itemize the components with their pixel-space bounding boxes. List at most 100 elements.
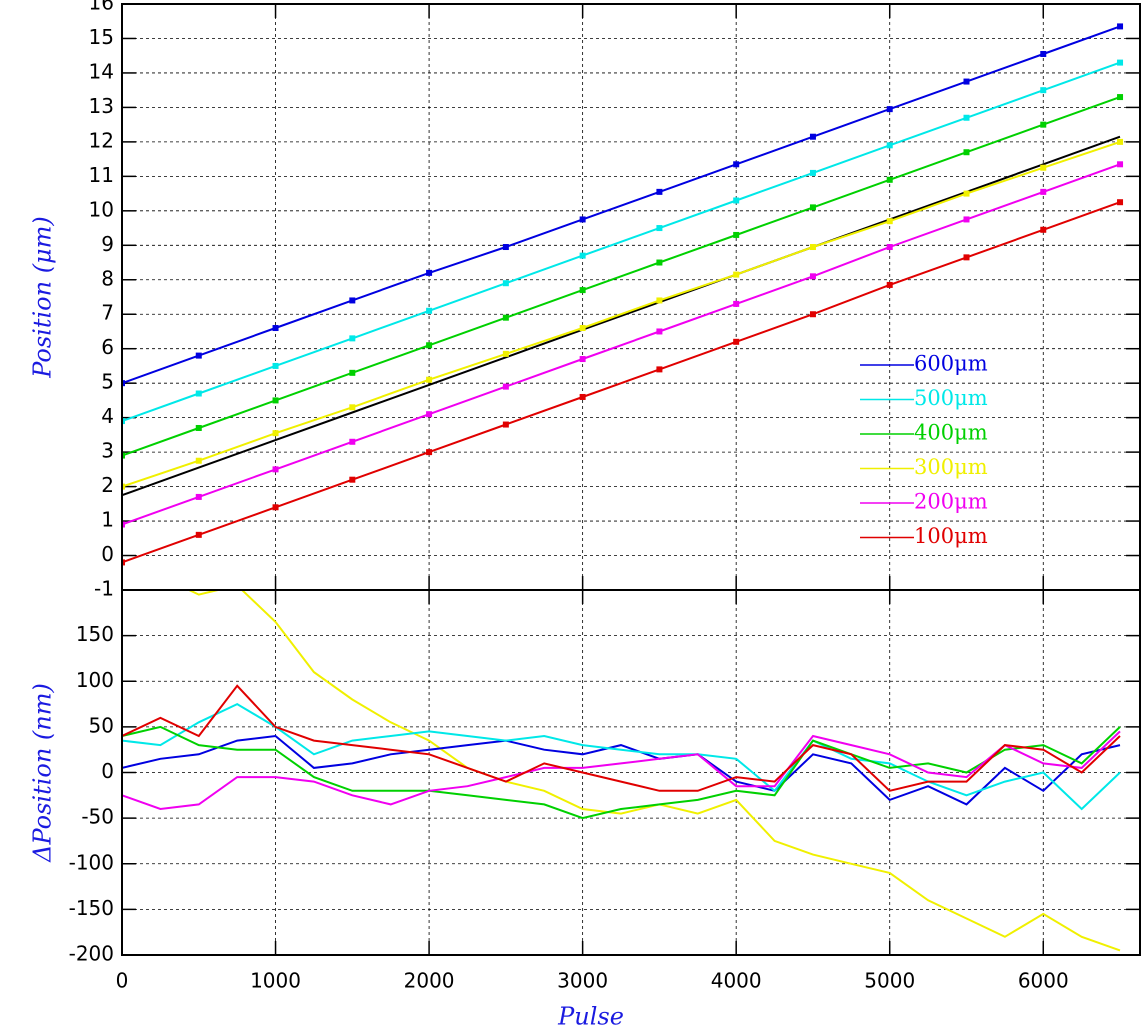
- series-line: [122, 702, 1121, 811]
- y-tick-label: 15: [89, 25, 114, 49]
- point: [502, 421, 509, 428]
- y-tick-label: 2: [101, 473, 114, 497]
- y-tick-label: 8: [101, 266, 114, 290]
- y-tick-label: 4: [101, 404, 114, 428]
- point: [195, 531, 202, 538]
- point: [1040, 50, 1047, 57]
- point: [963, 114, 970, 121]
- point: [502, 280, 509, 287]
- point: [579, 393, 586, 400]
- point: [809, 133, 816, 140]
- y-tick-label: -100: [69, 850, 114, 874]
- y-tick-label: 13: [89, 94, 114, 118]
- point: [349, 476, 356, 483]
- point: [886, 281, 893, 288]
- point: [1040, 87, 1047, 94]
- point: [122, 452, 125, 459]
- plot-area: [122, 590, 1121, 952]
- point: [122, 380, 125, 387]
- x-tick-label: 3000: [557, 969, 608, 993]
- point: [426, 269, 433, 276]
- point: [349, 404, 356, 411]
- series-line: [122, 140, 1121, 488]
- point: [886, 244, 893, 251]
- point: [349, 297, 356, 304]
- x-tick-label: 6000: [1018, 969, 1069, 993]
- point: [1117, 23, 1124, 30]
- legend-label: 100μm: [914, 524, 988, 548]
- point: [809, 273, 816, 280]
- point: [426, 376, 433, 383]
- point: [349, 335, 356, 342]
- series-line: [122, 684, 1121, 792]
- point: [809, 311, 816, 318]
- y-tick-label: 9: [101, 232, 114, 256]
- point: [426, 411, 433, 418]
- point: [733, 231, 740, 238]
- legend-label: 200μm: [914, 490, 988, 514]
- point: [656, 188, 663, 195]
- y-tick-label: 11: [89, 163, 114, 187]
- point: [195, 493, 202, 500]
- point: [502, 350, 509, 357]
- point: [122, 521, 125, 528]
- x-tick-label: 2000: [404, 969, 455, 993]
- y-tick-label: 0: [101, 759, 114, 783]
- point: [502, 314, 509, 321]
- point: [963, 78, 970, 85]
- point: [1040, 164, 1047, 171]
- point: [195, 457, 202, 464]
- point: [963, 216, 970, 223]
- point: [1117, 161, 1124, 168]
- point: [1117, 94, 1124, 101]
- y-axis-label: Position (μm): [29, 216, 57, 379]
- fit-line: [122, 135, 1121, 497]
- point: [963, 190, 970, 197]
- point: [886, 106, 893, 113]
- point: [122, 418, 125, 425]
- point: [886, 218, 893, 225]
- point: [1040, 226, 1047, 233]
- point: [195, 390, 202, 397]
- y-tick-label: 16: [89, 0, 114, 15]
- y-tick-label: 150: [76, 622, 114, 646]
- point: [502, 383, 509, 390]
- y-tick-label: -1: [94, 577, 114, 601]
- plot-area: [122, 23, 1124, 566]
- y-tick-label: 6: [101, 335, 114, 359]
- point: [272, 504, 279, 511]
- y-tick-label: 100: [76, 668, 114, 692]
- point: [272, 325, 279, 332]
- point: [579, 325, 586, 332]
- point: [733, 161, 740, 168]
- legend-label: 400μm: [914, 421, 988, 445]
- point: [656, 225, 663, 232]
- y-tick-label: 5: [101, 370, 114, 394]
- y-tick-label: 10: [89, 197, 114, 221]
- series-line: [122, 61, 1121, 423]
- point: [1040, 121, 1047, 128]
- point: [1117, 138, 1124, 145]
- point: [1117, 199, 1124, 206]
- point: [886, 142, 893, 149]
- y-tick-label: -50: [81, 805, 114, 829]
- point: [733, 338, 740, 345]
- x-tick-label: 0: [116, 969, 129, 993]
- point: [272, 466, 279, 473]
- y-tick-label: 3: [101, 439, 114, 463]
- point: [579, 287, 586, 294]
- point: [195, 352, 202, 359]
- series-line: [122, 25, 1121, 385]
- legend-label: 300μm: [914, 455, 988, 479]
- point: [349, 438, 356, 445]
- point: [656, 328, 663, 335]
- series-line: [122, 201, 1121, 564]
- point: [579, 216, 586, 223]
- point: [733, 197, 740, 204]
- point: [122, 559, 125, 566]
- y-tick-label: 7: [101, 301, 114, 325]
- x-tick-label: 5000: [864, 969, 915, 993]
- frame: [121, 589, 1141, 956]
- y-tick-label: 12: [89, 128, 114, 152]
- series-line: [122, 734, 1121, 806]
